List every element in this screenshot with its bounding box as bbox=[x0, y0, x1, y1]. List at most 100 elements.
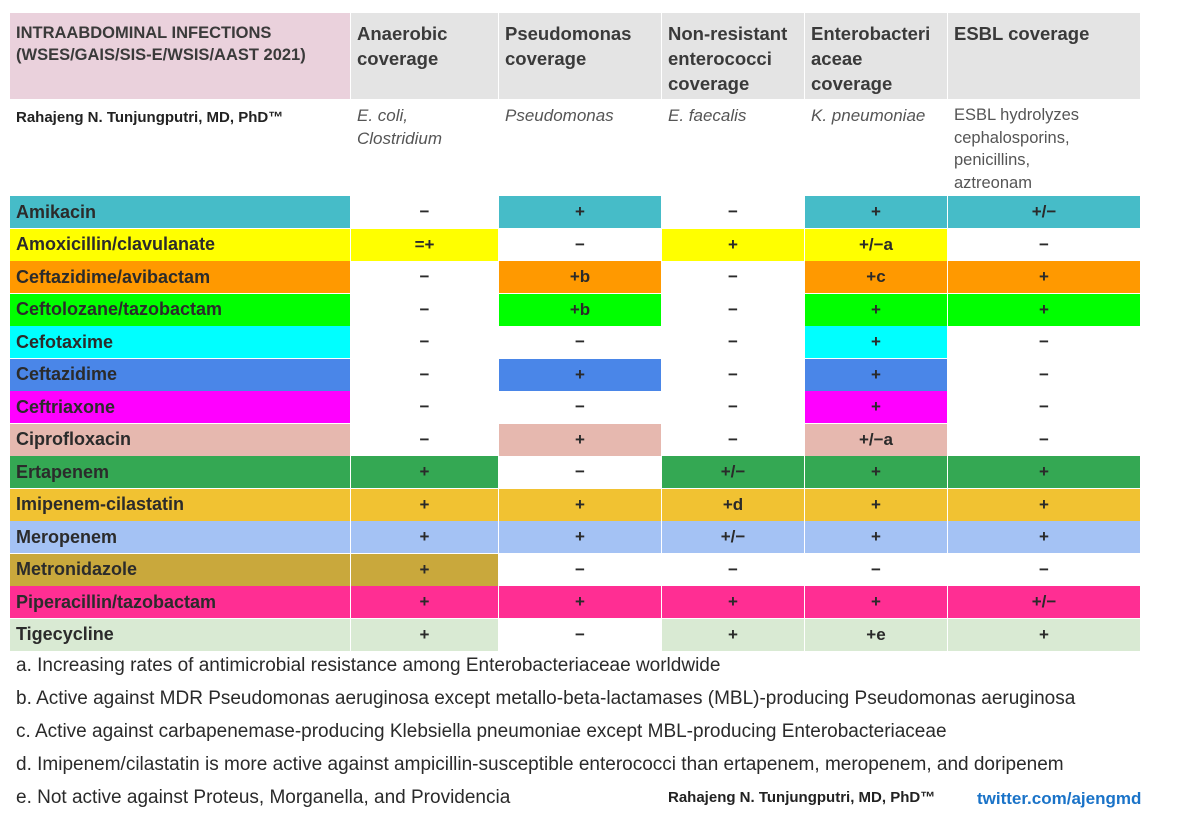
table-row: Ceftriaxone − − − + − bbox=[10, 391, 1140, 424]
coverage-cell-pseudomonas: − bbox=[499, 228, 661, 261]
drug-name: Tigecycline bbox=[10, 618, 350, 651]
coverage-cell-pseudomonas: − bbox=[499, 553, 661, 586]
coverage-cell-enterococci: − bbox=[662, 261, 804, 293]
coverage-cell-esbl: − bbox=[948, 423, 1140, 456]
example-enterobacteriaceae: K. pneumoniae bbox=[811, 106, 926, 125]
coverage-cell-anaerobic: =+ bbox=[351, 228, 498, 261]
coverage-cell-esbl: − bbox=[948, 228, 1140, 261]
table-row: Ceftazidime − + − + − bbox=[10, 358, 1140, 392]
coverage-cell-anaerobic: + bbox=[351, 456, 498, 488]
drug-name: Ceftolozane/tazobactam bbox=[10, 293, 350, 326]
coverage-cell-enterococci: + bbox=[662, 228, 804, 261]
coverage-cell-enterobacteriaceae: + bbox=[805, 521, 947, 553]
table-row: Piperacillin/tazobactam + + + + +/− bbox=[10, 586, 1140, 619]
drug-name: Meropenem bbox=[10, 521, 350, 553]
coverage-cell-anaerobic: − bbox=[351, 293, 498, 326]
coverage-cell-esbl: + bbox=[948, 293, 1140, 326]
table-row: Imipenem-cilastatin + + +d + + bbox=[10, 488, 1140, 522]
example-esbl: ESBL hydrolyzes cephalosporins, penicill… bbox=[954, 106, 1080, 192]
table-row: Ertapenem + − +/− + + bbox=[10, 456, 1140, 489]
coverage-cell-enterococci: − bbox=[662, 553, 804, 586]
coverage-cell-pseudomonas: + bbox=[499, 196, 661, 228]
col-header-anaerobic: Anaerobic coverage bbox=[351, 13, 498, 99]
coverage-cell-pseudomonas: +b bbox=[499, 293, 661, 326]
drug-name: Ceftriaxone bbox=[10, 391, 350, 423]
coverage-cell-enterococci: − bbox=[662, 293, 804, 326]
coverage-cell-enterococci: +d bbox=[662, 488, 804, 521]
coverage-cell-enterococci: − bbox=[662, 423, 804, 456]
coverage-cell-anaerobic: − bbox=[351, 358, 498, 391]
coverage-cell-enterococci: − bbox=[662, 326, 804, 358]
coverage-cell-esbl: + bbox=[948, 488, 1140, 521]
author-label: Rahajeng N. Tunjungputri, MD, PhD™ bbox=[16, 109, 284, 126]
table-header: INTRAABDOMINAL INFECTIONS (WSES/GAIS/SIS… bbox=[10, 13, 1140, 99]
coverage-cell-enterococci: + bbox=[662, 586, 804, 618]
drug-name: Imipenem-cilastatin bbox=[10, 488, 350, 521]
coverage-cell-enterobacteriaceae: + bbox=[805, 586, 947, 618]
coverage-cell-pseudomonas: + bbox=[499, 521, 661, 553]
coverage-cell-enterobacteriaceae: + bbox=[805, 358, 947, 391]
coverage-cell-enterobacteriaceae: − bbox=[805, 553, 947, 586]
coverage-cell-pseudomonas: + bbox=[499, 358, 661, 391]
table-row: Ceftolozane/tazobactam − +b − + + bbox=[10, 293, 1140, 327]
drug-name: Ciprofloxacin bbox=[10, 423, 350, 456]
coverage-cell-esbl: +/− bbox=[948, 196, 1140, 228]
coverage-cell-enterobacteriaceae: + bbox=[805, 326, 947, 358]
coverage-cell-esbl: + bbox=[948, 618, 1140, 651]
coverage-cell-enterobacteriaceae: +/−a bbox=[805, 228, 947, 261]
coverage-cell-enterobacteriaceae: + bbox=[805, 196, 947, 228]
col-header-pseudomonas: Pseudomonas coverage bbox=[499, 13, 661, 99]
coverage-cell-enterococci: +/− bbox=[662, 456, 804, 488]
table-title: INTRAABDOMINAL INFECTIONS (WSES/GAIS/SIS… bbox=[10, 13, 350, 99]
coverage-cell-anaerobic: − bbox=[351, 196, 498, 228]
coverage-cell-enterococci: − bbox=[662, 358, 804, 391]
coverage-cell-anaerobic: + bbox=[351, 521, 498, 553]
coverage-cell-anaerobic: + bbox=[351, 488, 498, 521]
coverage-cell-pseudomonas: + bbox=[499, 423, 661, 456]
table-subheader: Rahajeng N. Tunjungputri, MD, PhD™ E. co… bbox=[10, 100, 1140, 197]
table-row: Amikacin − + − + +/− bbox=[10, 196, 1140, 229]
coverage-cell-esbl: − bbox=[948, 326, 1140, 358]
coverage-cell-esbl: − bbox=[948, 358, 1140, 391]
drug-name: Ceftazidime bbox=[10, 358, 350, 391]
drug-name: Ertapenem bbox=[10, 456, 350, 488]
example-anaerobic: E. coli, Clostridium bbox=[357, 106, 443, 148]
example-pseudomonas: Pseudomonas bbox=[505, 106, 614, 125]
coverage-cell-enterobacteriaceae: + bbox=[805, 391, 947, 423]
table-row: Tigecycline + − + +e + bbox=[10, 618, 1140, 652]
table-row: Ciprofloxacin − + − +/−a − bbox=[10, 423, 1140, 457]
coverage-cell-esbl: + bbox=[948, 261, 1140, 293]
coverage-cell-esbl: + bbox=[948, 456, 1140, 488]
col-header-esbl: ESBL coverage bbox=[948, 13, 1140, 99]
coverage-cell-enterococci: + bbox=[662, 618, 804, 651]
drug-name: Metronidazole bbox=[10, 553, 350, 586]
coverage-cell-anaerobic: − bbox=[351, 326, 498, 358]
drug-name: Cefotaxime bbox=[10, 326, 350, 358]
coverage-cell-pseudomonas: − bbox=[499, 456, 661, 488]
coverage-cell-enterococci: − bbox=[662, 196, 804, 228]
footer-credit: Rahajeng N. Tunjungputri, MD, PhD™ bbox=[668, 789, 936, 806]
coverage-cell-pseudomonas: − bbox=[499, 391, 661, 423]
coverage-cell-anaerobic: − bbox=[351, 261, 498, 293]
col-header-enterococci: Non-resistant enterococci coverage bbox=[662, 13, 804, 99]
drug-name: Ceftazidime/avibactam bbox=[10, 261, 350, 293]
drug-name: Piperacillin/tazobactam bbox=[10, 586, 350, 618]
drug-name: Amoxicillin/clavulanate bbox=[10, 228, 350, 261]
footnote-e: e. Not active against Proteus, Morganell… bbox=[16, 787, 511, 808]
coverage-cell-esbl: +/− bbox=[948, 586, 1140, 618]
coverage-cell-enterobacteriaceae: + bbox=[805, 456, 947, 488]
coverage-cell-anaerobic: − bbox=[351, 391, 498, 423]
coverage-cell-pseudomonas: − bbox=[499, 618, 661, 651]
coverage-cell-enterobacteriaceae: +c bbox=[805, 261, 947, 293]
coverage-cell-enterobacteriaceae: + bbox=[805, 293, 947, 326]
table-row: Amoxicillin/clavulanate =+ − + +/−a − bbox=[10, 228, 1140, 262]
coverage-cell-anaerobic: − bbox=[351, 423, 498, 456]
coverage-cell-enterobacteriaceae: +/−a bbox=[805, 423, 947, 456]
twitter-link[interactable]: twitter.com/ajengmd bbox=[977, 789, 1142, 808]
coverage-cell-esbl: + bbox=[948, 521, 1140, 553]
coverage-cell-pseudomonas: + bbox=[499, 488, 661, 521]
table-row: Cefotaxime − − − + − bbox=[10, 326, 1140, 359]
table-row: Meropenem + + +/− + + bbox=[10, 521, 1140, 554]
footnote-c: c. Active against carbapenemase-producin… bbox=[16, 721, 947, 742]
coverage-cell-esbl: − bbox=[948, 553, 1140, 586]
